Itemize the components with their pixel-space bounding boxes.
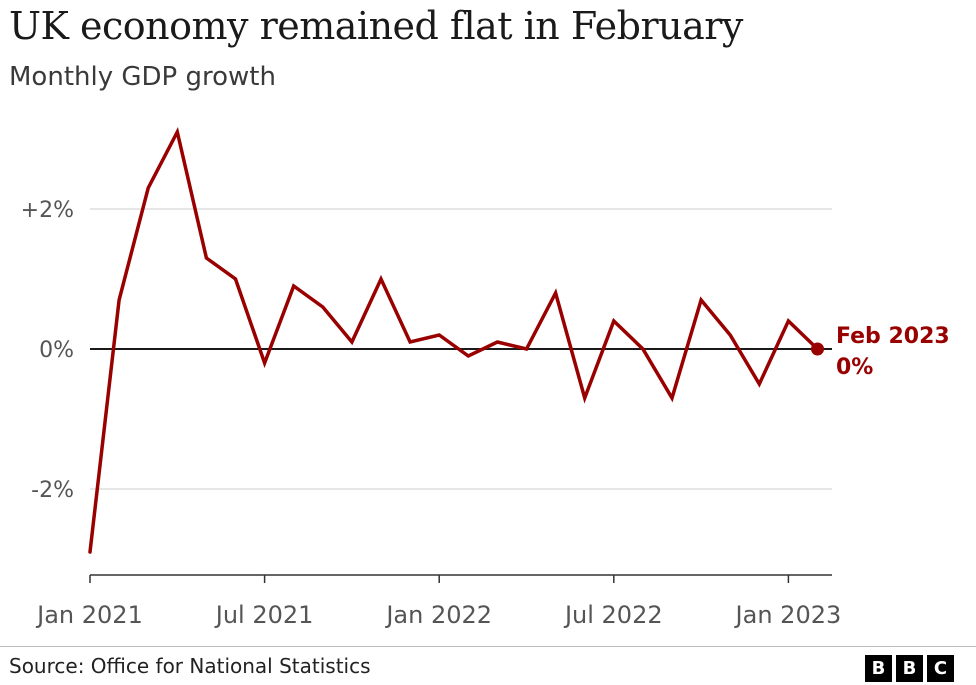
x-tick-label: Jan 2021 <box>35 601 143 629</box>
bbc-logo-block: C <box>927 655 954 682</box>
x-tick-label: Jan 2023 <box>734 601 842 629</box>
x-tick-label: Jan 2022 <box>384 601 492 629</box>
chart-subtitle: Monthly GDP growth <box>9 62 276 92</box>
chart-title: UK economy remained flat in February <box>9 4 743 48</box>
x-tick-label: Jul 2022 <box>563 601 663 629</box>
end-point-marker <box>811 342 824 356</box>
x-axis: Jan 2021 Jul 2021 Jan 2022 Jul 2022 Jan 2023 <box>35 574 842 629</box>
y-tick-label: +2% <box>21 198 74 223</box>
bbc-logo-block: B <box>865 655 892 682</box>
series-line <box>88 126 820 554</box>
line-chart: +2% 0% -2% Jan 2021 Jul 2021 Jan 2022 Jul 202… <box>21 126 950 629</box>
y-axis-tick-labels: +2% 0% -2% <box>21 198 74 503</box>
end-annotation: Feb 2023 0% <box>836 324 950 380</box>
y-tick-label: 0% <box>39 338 74 363</box>
end-label-value: 0% <box>836 355 873 380</box>
x-tick-label: Jul 2021 <box>214 601 314 629</box>
y-tick-label: -2% <box>31 478 74 503</box>
bbc-logo-block: B <box>896 655 923 682</box>
footer-divider <box>0 646 976 647</box>
source-note: Source: Office for National Statistics <box>9 654 371 678</box>
series-layer <box>88 126 824 554</box>
end-label-date: Feb 2023 <box>836 324 950 349</box>
bbc-logo: B B C <box>865 655 954 682</box>
